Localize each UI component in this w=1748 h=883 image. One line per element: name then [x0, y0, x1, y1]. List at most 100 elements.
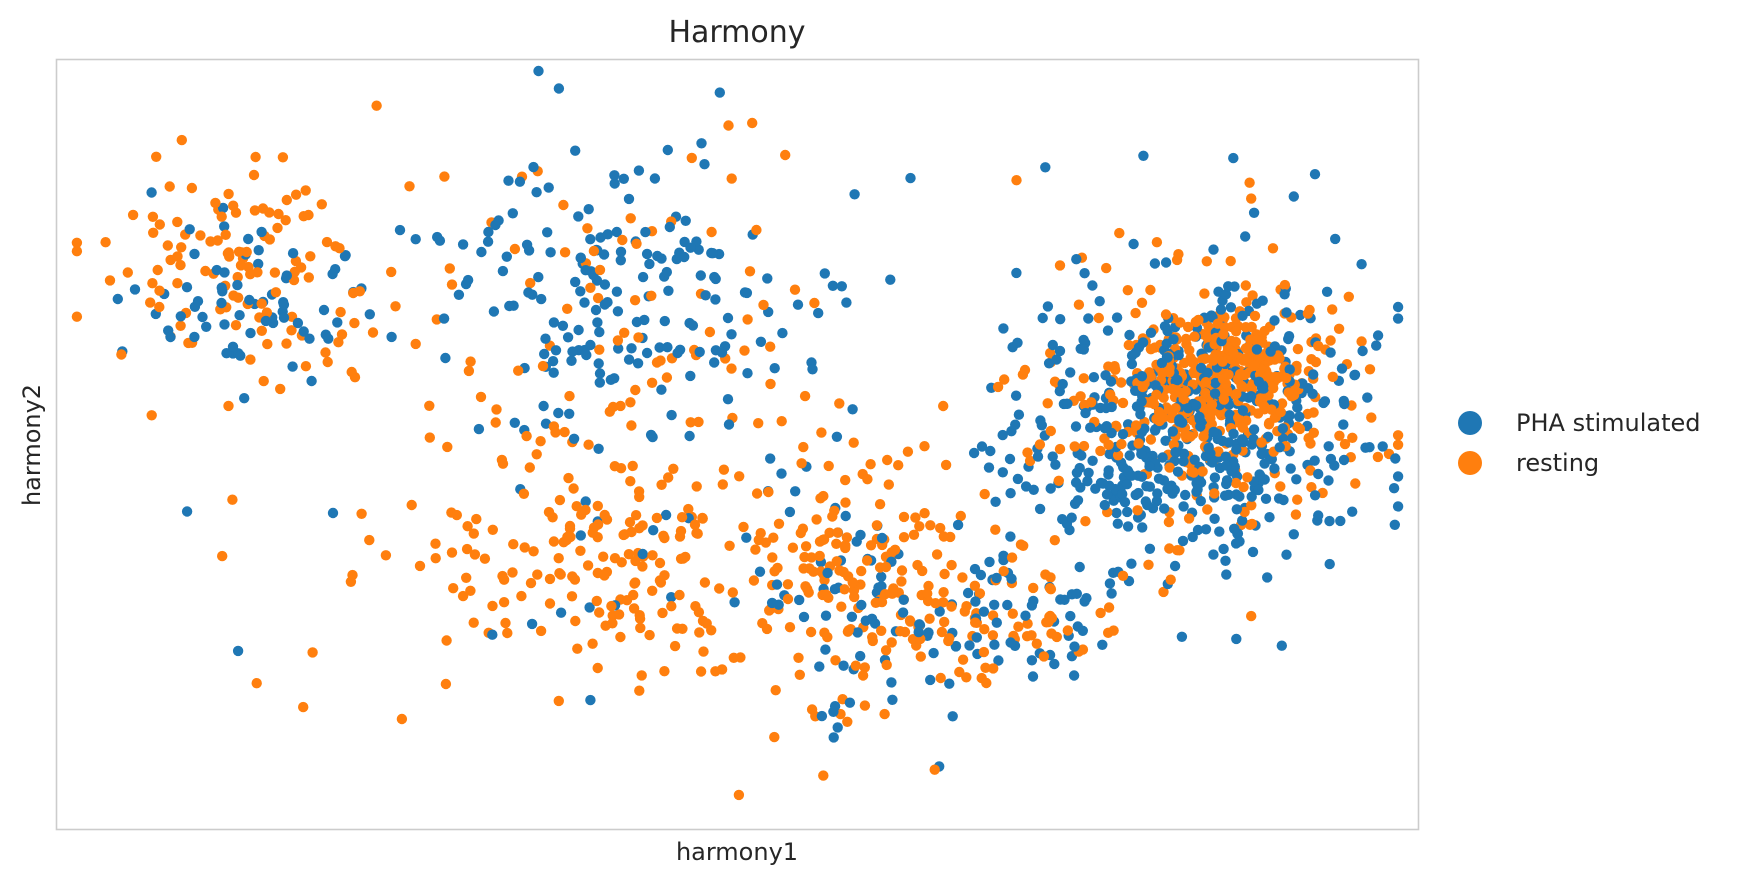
point-pha-stimulated	[1077, 625, 1089, 636]
point-pha-stimulated	[1176, 631, 1188, 642]
point-resting	[498, 574, 510, 585]
point-resting	[1350, 478, 1361, 489]
point-pha-stimulated	[476, 246, 487, 258]
point-resting	[582, 560, 594, 571]
point-pha-stimulated	[1136, 448, 1147, 460]
point-pha-stimulated	[813, 307, 824, 319]
point-pha-stimulated	[816, 710, 828, 722]
point-pha-stimulated	[1122, 506, 1133, 518]
point-resting	[500, 617, 511, 629]
point-pha-stimulated	[722, 312, 734, 324]
point-resting	[633, 486, 645, 497]
point-resting	[831, 538, 842, 549]
point-pha-stimulated	[886, 677, 897, 688]
point-pha-stimulated	[661, 266, 672, 278]
point-pha-stimulated	[580, 496, 591, 507]
point-resting	[893, 460, 904, 471]
point-pha-stimulated	[239, 393, 250, 404]
point-pha-stimulated	[1246, 491, 1257, 502]
point-pha-stimulated	[1140, 496, 1152, 507]
point-resting	[146, 410, 157, 421]
point-pha-stimulated	[1392, 301, 1404, 313]
point-pha-stimulated	[542, 227, 553, 238]
point-resting	[594, 607, 605, 618]
point-pha-stimulated	[462, 274, 474, 286]
point-pha-stimulated	[852, 627, 863, 638]
point-resting	[910, 512, 921, 523]
point-pha-stimulated	[1178, 456, 1189, 467]
point-resting	[1201, 331, 1213, 343]
point-resting	[563, 472, 574, 484]
point-resting	[675, 553, 687, 564]
point-pha-stimulated	[1237, 405, 1249, 416]
point-pha-stimulated	[501, 251, 512, 262]
point-resting	[840, 540, 851, 551]
point-resting	[657, 607, 668, 619]
point-pha-stimulated	[599, 299, 610, 310]
point-pha-stimulated	[192, 296, 204, 307]
point-resting	[1158, 586, 1169, 598]
point-pha-stimulated	[1057, 378, 1068, 390]
point-resting	[896, 576, 907, 587]
point-pha-stimulated	[1294, 411, 1305, 422]
point-resting	[1246, 500, 1257, 511]
point-pha-stimulated	[964, 640, 975, 651]
point-resting	[516, 590, 527, 602]
point-pha-stimulated	[722, 394, 734, 405]
point-resting	[1267, 243, 1279, 254]
point-pha-stimulated	[1119, 497, 1131, 508]
point-resting	[1201, 256, 1213, 267]
point-resting	[1160, 309, 1172, 320]
point-resting	[151, 151, 162, 162]
point-pha-stimulated	[1083, 467, 1094, 478]
point-pha-stimulated	[1153, 473, 1165, 484]
point-pha-stimulated	[434, 235, 446, 246]
point-pha-stimulated	[1325, 347, 1336, 358]
point-resting	[257, 203, 269, 214]
point-pha-stimulated	[232, 279, 243, 291]
point-resting	[580, 504, 591, 516]
point-resting	[558, 199, 569, 211]
point-resting	[876, 596, 888, 608]
point-pha-stimulated	[609, 178, 620, 189]
point-resting	[806, 704, 818, 715]
point-resting	[1325, 335, 1336, 346]
point-pha-stimulated	[526, 618, 538, 630]
point-pha-stimulated	[991, 617, 1002, 628]
point-resting	[1145, 284, 1156, 296]
point-pha-stimulated	[777, 327, 788, 339]
legend-item-pha-stimulated: PHA stimulated	[1458, 409, 1701, 437]
x-axis-label: harmony1	[676, 838, 798, 866]
point-resting	[969, 580, 981, 591]
point-resting	[706, 625, 717, 636]
point-pha-stimulated	[989, 599, 1000, 610]
point-resting	[559, 247, 571, 258]
point-pha-stimulated	[553, 407, 564, 419]
point-pha-stimulated	[339, 251, 351, 262]
point-resting	[661, 372, 673, 383]
point-resting	[938, 597, 949, 608]
point-pha-stimulated	[1200, 524, 1212, 535]
point-resting	[805, 626, 817, 638]
point-resting	[525, 577, 537, 589]
point-resting	[646, 377, 658, 388]
point-resting	[1252, 408, 1264, 419]
point-pha-stimulated	[593, 358, 604, 369]
point-pha-stimulated	[216, 282, 227, 293]
point-pha-stimulated	[950, 641, 962, 652]
point-pha-stimulated	[1231, 444, 1242, 455]
legend-marker-pha-stimulated	[1458, 411, 1482, 435]
point-pha-stimulated	[641, 248, 653, 260]
point-pha-stimulated	[1045, 483, 1056, 494]
point-pha-stimulated	[1248, 424, 1260, 435]
point-resting	[1392, 430, 1404, 441]
point-resting	[979, 488, 990, 500]
point-resting	[176, 134, 187, 146]
point-pha-stimulated	[1144, 461, 1155, 472]
point-resting	[1313, 340, 1324, 352]
point-pha-stimulated	[533, 65, 544, 77]
point-pha-stimulated	[648, 525, 659, 536]
point-resting	[946, 601, 957, 612]
point-pha-stimulated	[602, 229, 613, 240]
point-pha-stimulated	[1071, 588, 1083, 599]
